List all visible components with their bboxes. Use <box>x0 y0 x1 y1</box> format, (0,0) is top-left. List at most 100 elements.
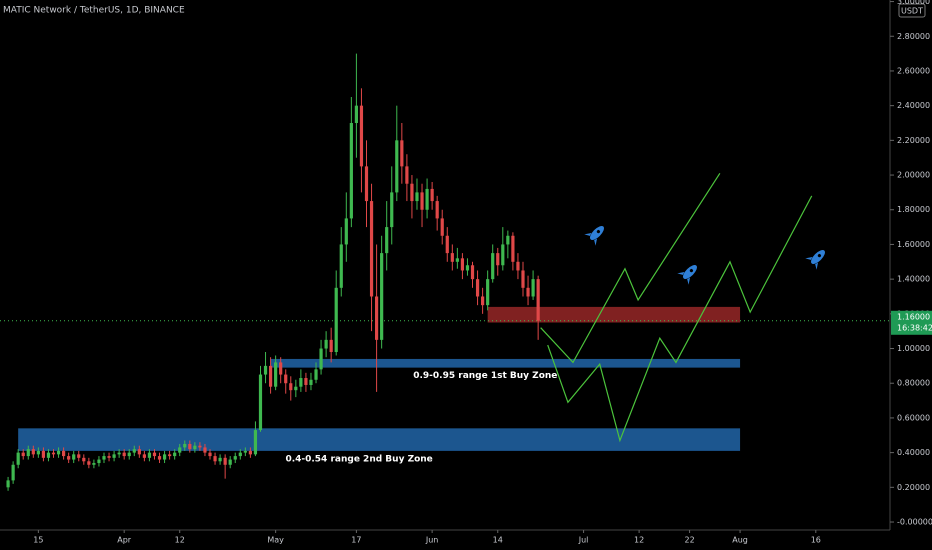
candle-body <box>521 270 525 288</box>
x-tick-label: 12 <box>634 536 644 545</box>
candle-body <box>501 244 505 266</box>
candle-body <box>400 140 404 167</box>
candle-body <box>46 452 51 458</box>
candle-body <box>294 386 298 391</box>
candle-body <box>455 258 459 262</box>
candle-body <box>198 445 202 448</box>
zone <box>18 428 741 451</box>
candle-body <box>536 279 540 321</box>
candle-body <box>475 279 480 297</box>
candle-body <box>117 452 121 455</box>
candle-body <box>92 463 96 465</box>
candle-body <box>268 365 273 387</box>
candle-body <box>193 445 197 450</box>
currency-label[interactable]: USDT <box>901 7 923 16</box>
candle-body <box>173 452 177 457</box>
candle-body <box>329 339 333 353</box>
candle-body <box>36 450 40 455</box>
candle-body <box>72 454 76 460</box>
candle-body <box>178 447 182 453</box>
candle-body <box>425 188 429 210</box>
candle-body <box>51 452 56 455</box>
candle-body <box>67 456 71 460</box>
candle-body <box>359 105 364 167</box>
candle-body <box>233 456 237 460</box>
chart-title: MATIC Network / TetherUS, 1D, BINANCE <box>3 6 185 16</box>
candle-body <box>304 378 308 385</box>
candle-body <box>314 369 318 380</box>
candle-body <box>253 430 258 455</box>
candle-body <box>531 279 535 297</box>
candle-body <box>137 449 141 455</box>
y-tick-label: 1.40000 <box>897 275 930 284</box>
zone <box>270 358 741 368</box>
candle-body <box>112 454 116 458</box>
candle-body <box>324 339 328 349</box>
candle-body <box>284 374 288 384</box>
candle-body <box>374 296 379 340</box>
candle-body <box>11 464 15 481</box>
candle-body <box>152 452 157 457</box>
zone <box>487 306 741 323</box>
price-tag <box>891 310 932 335</box>
candle-body <box>465 265 470 271</box>
candle-body <box>309 379 313 385</box>
price-tag-label: 1.16000 <box>897 312 930 321</box>
candle-body <box>445 235 449 254</box>
y-tick-label: -0.00000 <box>897 518 932 527</box>
x-tick-label: 12 <box>175 536 185 545</box>
y-tick-label: 2.20000 <box>897 136 930 145</box>
rocket-icon <box>677 265 697 285</box>
candle-body <box>56 450 61 455</box>
projection-line <box>547 195 813 443</box>
candle-body <box>279 362 283 375</box>
candle-body <box>450 253 454 262</box>
y-tick-label: 1.00000 <box>897 344 930 353</box>
candle-body <box>405 166 409 184</box>
currency-box[interactable] <box>898 3 926 18</box>
candle-body <box>122 452 126 457</box>
candle-body <box>319 348 323 370</box>
y-tick-label: 2.60000 <box>897 66 930 75</box>
candle-body <box>82 457 86 462</box>
x-tick-label: Jun <box>425 536 439 545</box>
y-tick-label: 0.60000 <box>897 413 930 422</box>
y-tick-label: 0.40000 <box>897 448 930 457</box>
candle-body <box>481 296 485 306</box>
candle-body <box>147 452 152 458</box>
candle-body <box>385 227 389 254</box>
plot-area: 0.9-0.95 range 1st Buy Zone 0.4-0.54 rang… <box>0 53 890 491</box>
candle-body <box>334 287 338 353</box>
candle-body <box>107 456 111 458</box>
candle-body <box>183 443 187 448</box>
y-tick-label: 2.80000 <box>897 32 930 41</box>
candle-body <box>157 456 162 460</box>
y-tick-label: 3.00000 <box>897 0 930 6</box>
candle-body <box>415 192 419 202</box>
candle-body <box>486 279 490 306</box>
candle-body <box>248 450 252 455</box>
candle-body <box>410 183 414 202</box>
candle-body <box>299 378 303 387</box>
candle-body <box>491 253 495 280</box>
candle-body <box>188 443 192 450</box>
x-tick-label: Apr <box>117 536 132 545</box>
countdown-label: 16:38:42 <box>897 323 932 332</box>
rocket-icon <box>584 226 604 246</box>
x-tick-label: 15 <box>33 536 43 545</box>
projection-line <box>540 172 721 364</box>
candle-body <box>344 218 348 245</box>
candle-body <box>142 454 146 458</box>
y-tick-label: 2.00000 <box>897 171 930 180</box>
candle-body <box>41 450 46 458</box>
candle-body <box>208 452 212 457</box>
x-tick-label: May <box>267 536 284 545</box>
candle-body <box>460 258 465 271</box>
candle-body <box>526 287 530 297</box>
y-tick-label: 0.20000 <box>897 483 930 492</box>
y-tick-label: 1.80000 <box>897 205 930 214</box>
candle-body <box>132 449 136 453</box>
candle-body <box>369 201 374 297</box>
candle-body <box>162 454 167 460</box>
